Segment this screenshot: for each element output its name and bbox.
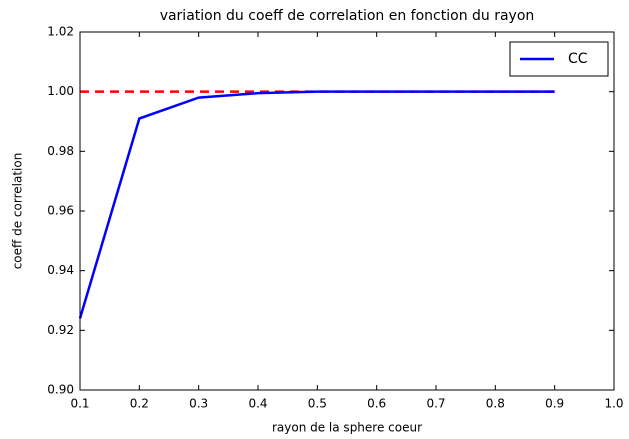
legend-label: CC: [568, 51, 588, 67]
legend-box: [509, 41, 609, 77]
chart-title: variation du coeff de correlation en fon…: [160, 8, 535, 24]
x-axis-label: rayon de la sphere coeur: [272, 421, 422, 435]
x-tick-label: 0.7: [426, 397, 445, 411]
x-tick-label: 0.4: [248, 397, 267, 411]
x-tick-label: 0.8: [486, 397, 505, 411]
y-axis-label: coeff de correlation: [11, 153, 25, 270]
y-tick-label: 1.00: [47, 84, 74, 98]
y-tick-label: 0.98: [47, 144, 74, 158]
x-tick-label: 0.2: [130, 397, 149, 411]
x-tick-label: 1.0: [604, 397, 623, 411]
y-tick-label: 0.92: [47, 323, 74, 337]
x-tick-label: 0.9: [545, 397, 564, 411]
x-tick-label: 0.5: [308, 397, 327, 411]
x-tick-label: 0.3: [189, 397, 208, 411]
y-tick-label: 0.96: [47, 204, 74, 218]
y-tick-label: 0.90: [47, 383, 74, 397]
data-line: [78, 90, 555, 319]
y-tick-label: 1.02: [47, 25, 74, 39]
x-tick-label: 0.6: [367, 397, 386, 411]
plot-frame: [79, 31, 615, 391]
y-tick-label: 0.94: [47, 263, 74, 277]
x-tick-label: 0.1: [70, 397, 89, 411]
